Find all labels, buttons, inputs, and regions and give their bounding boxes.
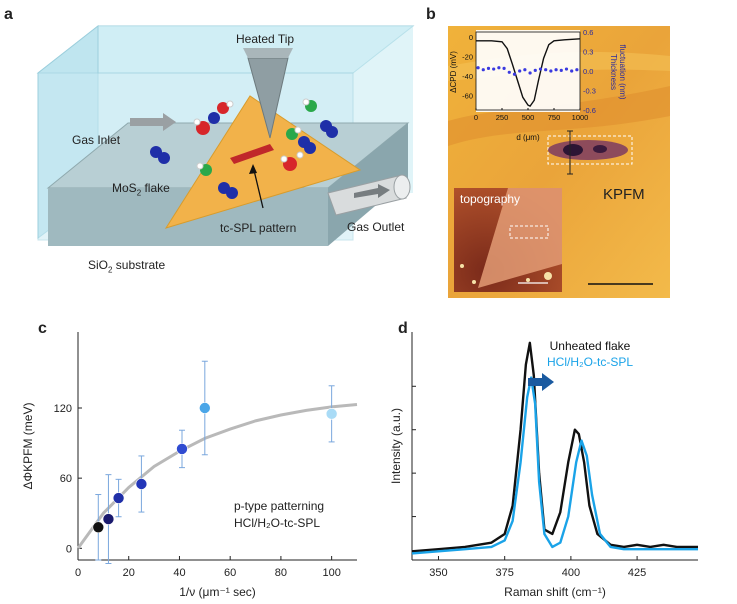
inset-xtick-label: 250 [496,113,509,122]
inset-ylabel: ΔCPD (mV) [449,51,458,93]
tc-spl-pattern-stripe [230,144,274,164]
inset-thickness-point [549,69,553,73]
d-xtick-label: 425 [628,567,646,579]
inset-thickness-point [497,66,501,70]
c-data-point [176,443,188,455]
d-legend-unheated: Unheated flake [550,339,631,353]
c-xtick-label: 100 [322,567,340,579]
mos2-flake [164,95,362,229]
d-series-unheated [411,341,698,553]
d-xtick-label: 350 [429,567,447,579]
c-data-point [102,513,115,525]
label-heated-tip: Heated Tip [236,32,295,46]
d-ylabel: Intensity (a.u.) [389,408,403,484]
inset-thickness-point [476,66,480,70]
inset-thickness-point [533,68,537,72]
label-gas-inlet: Gas Inlet [72,133,121,147]
label-gas-outlet: Gas Outlet [347,220,405,234]
inset-thickness-point [528,71,532,75]
inset-thickness-point [512,72,517,76]
panel-letter-c: c [38,320,47,337]
gas-outlet-tube [327,174,411,216]
c-xtick-label: 60 [224,567,236,579]
inset-xtick-label: 1000 [572,113,589,122]
inset-xlabel: d (μm) [516,133,540,142]
gas-molecules [150,98,338,199]
inset-thickness-point [507,70,511,74]
inset-ytick-label: -60 [462,91,473,100]
c-fit-curve [76,402,358,550]
inset-y2label-2: fluctuation (nm) [618,44,627,99]
c-ytick-label: 60 [60,473,72,485]
inset-thickness-point [492,67,496,71]
panel-letter-b: b [426,6,436,23]
d-shift-arrow-icon [528,373,554,391]
inset-y2tick-label: 0.0 [583,67,593,76]
inset-xtick-label: 0 [474,113,478,122]
c-xtick-label: 20 [123,567,135,579]
inset-y2tick-label: 0.3 [583,48,593,57]
c-xtick-label: 0 [75,567,81,579]
inset-thickness-point [544,68,548,72]
inset-ytick-label: -40 [462,72,473,81]
inset-thickness-point [538,67,543,71]
label-kpfm: KPFM [603,186,645,203]
panel-b-inset-chart: 0 250 500 750 1000 0 -20 -40 -60 0.6 0.3 0.0 -0.3 -0.… [449,28,627,142]
c-xtick-label: 40 [173,567,185,579]
c-annotation-2: HCl/H₂O-tc-SPL [234,516,320,530]
panel-a-illustration [36,24,415,246]
topography-inset [454,188,562,292]
d-legend-tc-spl: HCl/H₂O-tc-SPL [547,355,633,369]
inset-y2label-1: Thickness [609,54,618,90]
c-data-point [135,478,148,490]
c-data-point [199,402,211,414]
gas-inlet-arrow [130,113,176,131]
inset-thickness-point [564,67,569,71]
c-ylabel: ΔΦKPFM (meV) [21,403,35,490]
d-xlabel: Raman shift (cm⁻¹) [504,585,606,599]
c-ytick-label: 120 [54,403,72,415]
d-series-tc-spl [411,376,698,555]
heated-tip-base [243,48,293,58]
inset-ytick-label: -20 [462,52,473,61]
inset-thickness-point [523,68,527,72]
panel-c-chart: 0 20 40 60 80 100 0 60 120 1/ν (μm⁻¹ sec) ΔΦKPFM (… [21,332,358,599]
d-xtick-label: 375 [496,567,514,579]
inset-thickness-point [570,69,574,73]
inset-thickness-point [481,68,485,72]
inset-ytick-label: 0 [469,33,473,42]
inset-thickness-point [518,69,522,73]
inset-xtick-label: 750 [548,113,561,122]
c-ytick-label: 0 [66,543,72,555]
panel-d-chart: 350 375 400 425 Raman shift (cm⁻¹) Intensity … [389,332,698,599]
panel-letter-d: d [398,320,408,337]
inset-thickness-point [575,68,579,72]
c-xtick-label: 80 [275,567,287,579]
panel-letter-a: a [4,6,13,23]
c-annotation-1: p-type patterning [234,499,324,513]
inset-thickness-point [554,68,558,72]
label-mos2-flake: MoS2 flake [112,181,170,198]
inset-y2tick-label: 0.6 [583,28,593,37]
c-data-point [325,408,338,420]
label-sio2-substrate: SiO2 substrate [88,258,166,275]
c-data-point [112,492,125,504]
inset-cpd-line [476,38,581,107]
c-data-point [92,521,105,534]
inset-xtick-label: 500 [522,113,535,122]
label-tc-spl-pattern: tc-SPL pattern [220,221,297,235]
inset-thickness-point [559,68,563,72]
label-topography: topography [460,192,521,206]
d-xtick-label: 400 [562,567,580,579]
inset-y2tick-label: -0.6 [583,106,596,115]
c-xlabel: 1/ν (μm⁻¹ sec) [179,585,256,599]
inset-y2tick-label: -0.3 [583,87,596,96]
inset-thickness-point [502,66,506,70]
inset-thickness-point [486,66,491,70]
